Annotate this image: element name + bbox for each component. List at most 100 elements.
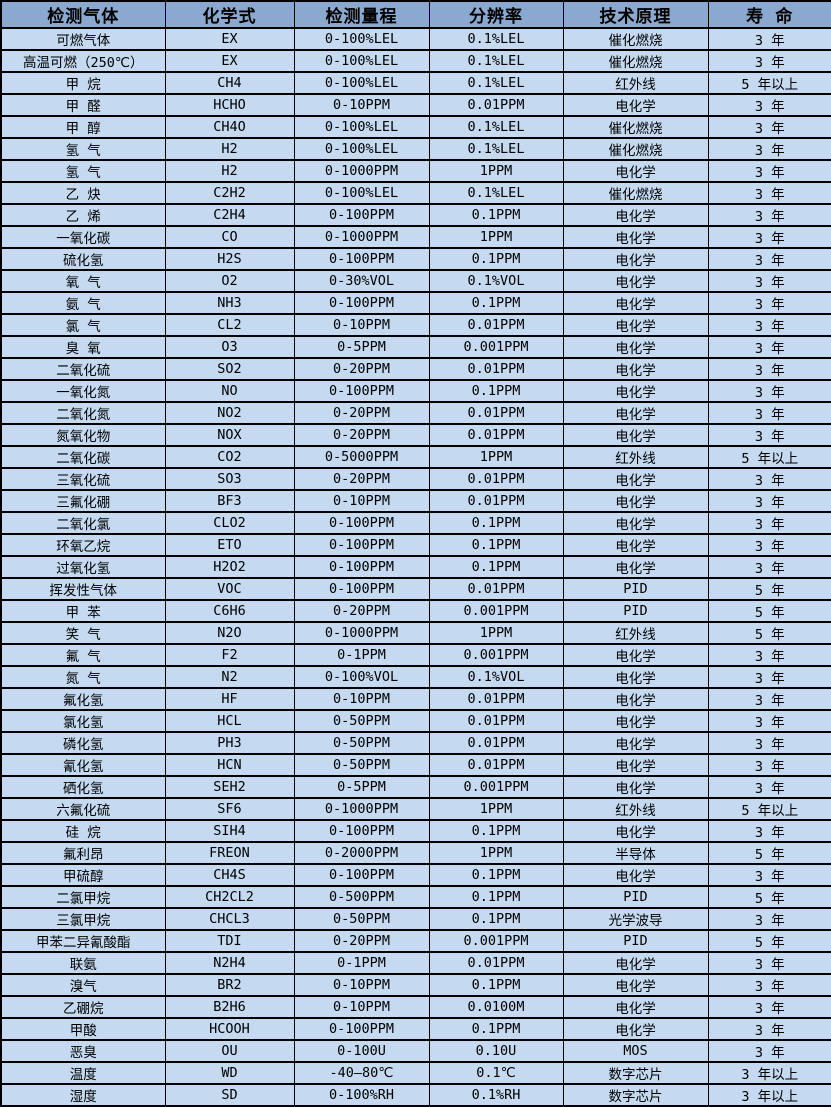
principle-cell: 电化学 [562,951,709,975]
lifespan-cell: 3 年 [707,775,831,799]
lifespan-cell: 3 年 [707,819,831,843]
range-cell: 0-100%LEL [293,181,430,205]
formula-cell: WD [164,1061,295,1085]
lifespan-cell: 3 年 [707,863,831,887]
gas-name-cell: 六氟化硫 [0,797,166,821]
range-cell: 0-100%LEL [293,137,430,161]
gas-name-cell: 硅 烷 [0,819,166,843]
principle-cell: 电化学 [562,203,709,227]
gas-name-cell: 乙 烯 [0,203,166,227]
gas-name-cell: 二氧化碳 [0,445,166,469]
resolution-cell: 1PPM [428,797,564,821]
resolution-cell: 0.01PPM [428,489,564,513]
table-row: 三氟化硼 BF3 0-10PPM 0.01PPM 电化学 3 年 [0,489,831,513]
table-row: 乙硼烷 B2H6 0-10PPM 0.0100M 电化学 3 年 [0,995,831,1019]
resolution-cell: 0.1℃ [428,1061,564,1085]
formula-cell: CH4 [164,71,295,95]
resolution-cell: 0.1PPM [428,863,564,887]
gas-name-cell: 恶臭 [0,1039,166,1063]
lifespan-cell: 3 年 [707,423,831,447]
table-row: 过氧化氢 H2O2 0-100PPM 0.1PPM 电化学 3 年 [0,555,831,579]
principle-cell: 电化学 [562,863,709,887]
resolution-cell: 0.1PPM [428,907,564,931]
resolution-cell: 0.01PPM [428,951,564,975]
gas-name-cell: 硒化氢 [0,775,166,799]
range-cell: 0-10PPM [293,93,430,117]
range-cell: 0-10PPM [293,973,430,997]
principle-cell: 红外线 [562,71,709,95]
formula-cell: OU [164,1039,295,1063]
gas-name-cell: 溴气 [0,973,166,997]
table-body: 可燃气体 EX 0-100%LEL 0.1%LEL 催化燃烧 3 年高温可燃（250℃） E… [0,27,831,1107]
range-cell: 0-20PPM [293,423,430,447]
gas-name-cell: 乙 炔 [0,181,166,205]
principle-cell: 电化学 [562,357,709,381]
gas-name-cell: 过氧化氢 [0,555,166,579]
resolution-cell: 1PPM [428,159,564,183]
resolution-cell: 1PPM [428,621,564,645]
range-cell: -40—80℃ [293,1061,430,1085]
column-header-lifespan: 寿 命 [707,0,831,29]
formula-cell: SO2 [164,357,295,381]
principle-cell: 红外线 [562,621,709,645]
range-cell: 0-10PPM [293,313,430,337]
table-row: 可燃气体 EX 0-100%LEL 0.1%LEL 催化燃烧 3 年 [0,27,831,51]
table-row: 磷化氢 PH3 0-50PPM 0.01PPM 电化学 3 年 [0,731,831,755]
column-header-chemical-formula: 化学式 [164,0,295,29]
gas-name-cell: 高温可燃（250℃） [0,49,166,73]
lifespan-cell: 3 年 [707,335,831,359]
resolution-cell: 1PPM [428,445,564,469]
column-header-gas-name: 检测气体 [0,0,166,29]
range-cell: 0-100PPM [293,533,430,557]
lifespan-cell: 3 年 [707,951,831,975]
table-row: 三氧化硫 SO3 0-20PPM 0.01PPM 电化学 3 年 [0,467,831,491]
formula-cell: C2H2 [164,181,295,205]
formula-cell: NO [164,379,295,403]
principle-cell: 电化学 [562,269,709,293]
lifespan-cell: 3 年以上 [707,1061,831,1085]
resolution-cell: 0.01PPM [428,467,564,491]
formula-cell: TDI [164,929,295,953]
principle-cell: 电化学 [562,533,709,557]
resolution-cell: 0.01PPM [428,731,564,755]
table-row: 挥发性气体 VOC 0-100PPM 0.01PPM PID 5 年 [0,577,831,601]
range-cell: 0-1PPM [293,951,430,975]
formula-cell: B2H6 [164,995,295,1019]
lifespan-cell: 5 年 [707,929,831,953]
principle-cell: PID [562,929,709,953]
range-cell: 0-1000PPM [293,225,430,249]
lifespan-cell: 5 年 [707,621,831,645]
principle-cell: 电化学 [562,335,709,359]
formula-cell: HCHO [164,93,295,117]
gas-name-cell: 氨 气 [0,291,166,315]
table-row: 氯 气 CL2 0-10PPM 0.01PPM 电化学 3 年 [0,313,831,337]
gas-name-cell: 磷化氢 [0,731,166,755]
principle-cell: 电化学 [562,159,709,183]
principle-cell: 电化学 [562,555,709,579]
resolution-cell: 0.1%LEL [428,71,564,95]
table-row: 溴气 BR2 0-10PPM 0.1PPM 电化学 3 年 [0,973,831,997]
gas-name-cell: 温度 [0,1061,166,1085]
principle-cell: 电化学 [562,291,709,315]
range-cell: 0-10PPM [293,687,430,711]
resolution-cell: 0.01PPM [428,753,564,777]
lifespan-cell: 3 年 [707,907,831,931]
table-row: 氨 气 NH3 0-100PPM 0.1PPM 电化学 3 年 [0,291,831,315]
formula-cell: SD [164,1083,295,1107]
formula-cell: CHCL3 [164,907,295,931]
column-header-resolution: 分辨率 [428,0,564,29]
formula-cell: N2 [164,665,295,689]
lifespan-cell: 3 年 [707,291,831,315]
gas-name-cell: 一氧化碳 [0,225,166,249]
gas-name-cell: 臭 氧 [0,335,166,359]
gas-name-cell: 甲 醛 [0,93,166,117]
range-cell: 0-5PPM [293,335,430,359]
principle-cell: 催化燃烧 [562,181,709,205]
table-row: 高温可燃（250℃） EX 0-100%LEL 0.1%LEL 催化燃烧 3 年 [0,49,831,73]
lifespan-cell: 5 年 [707,885,831,909]
table-row: 湿度 SD 0-100%RH 0.1%RH 数字芯片 3 年以上 [0,1083,831,1107]
resolution-cell: 0.01PPM [428,709,564,733]
principle-cell: PID [562,885,709,909]
resolution-cell: 0.001PPM [428,643,564,667]
resolution-cell: 0.001PPM [428,599,564,623]
